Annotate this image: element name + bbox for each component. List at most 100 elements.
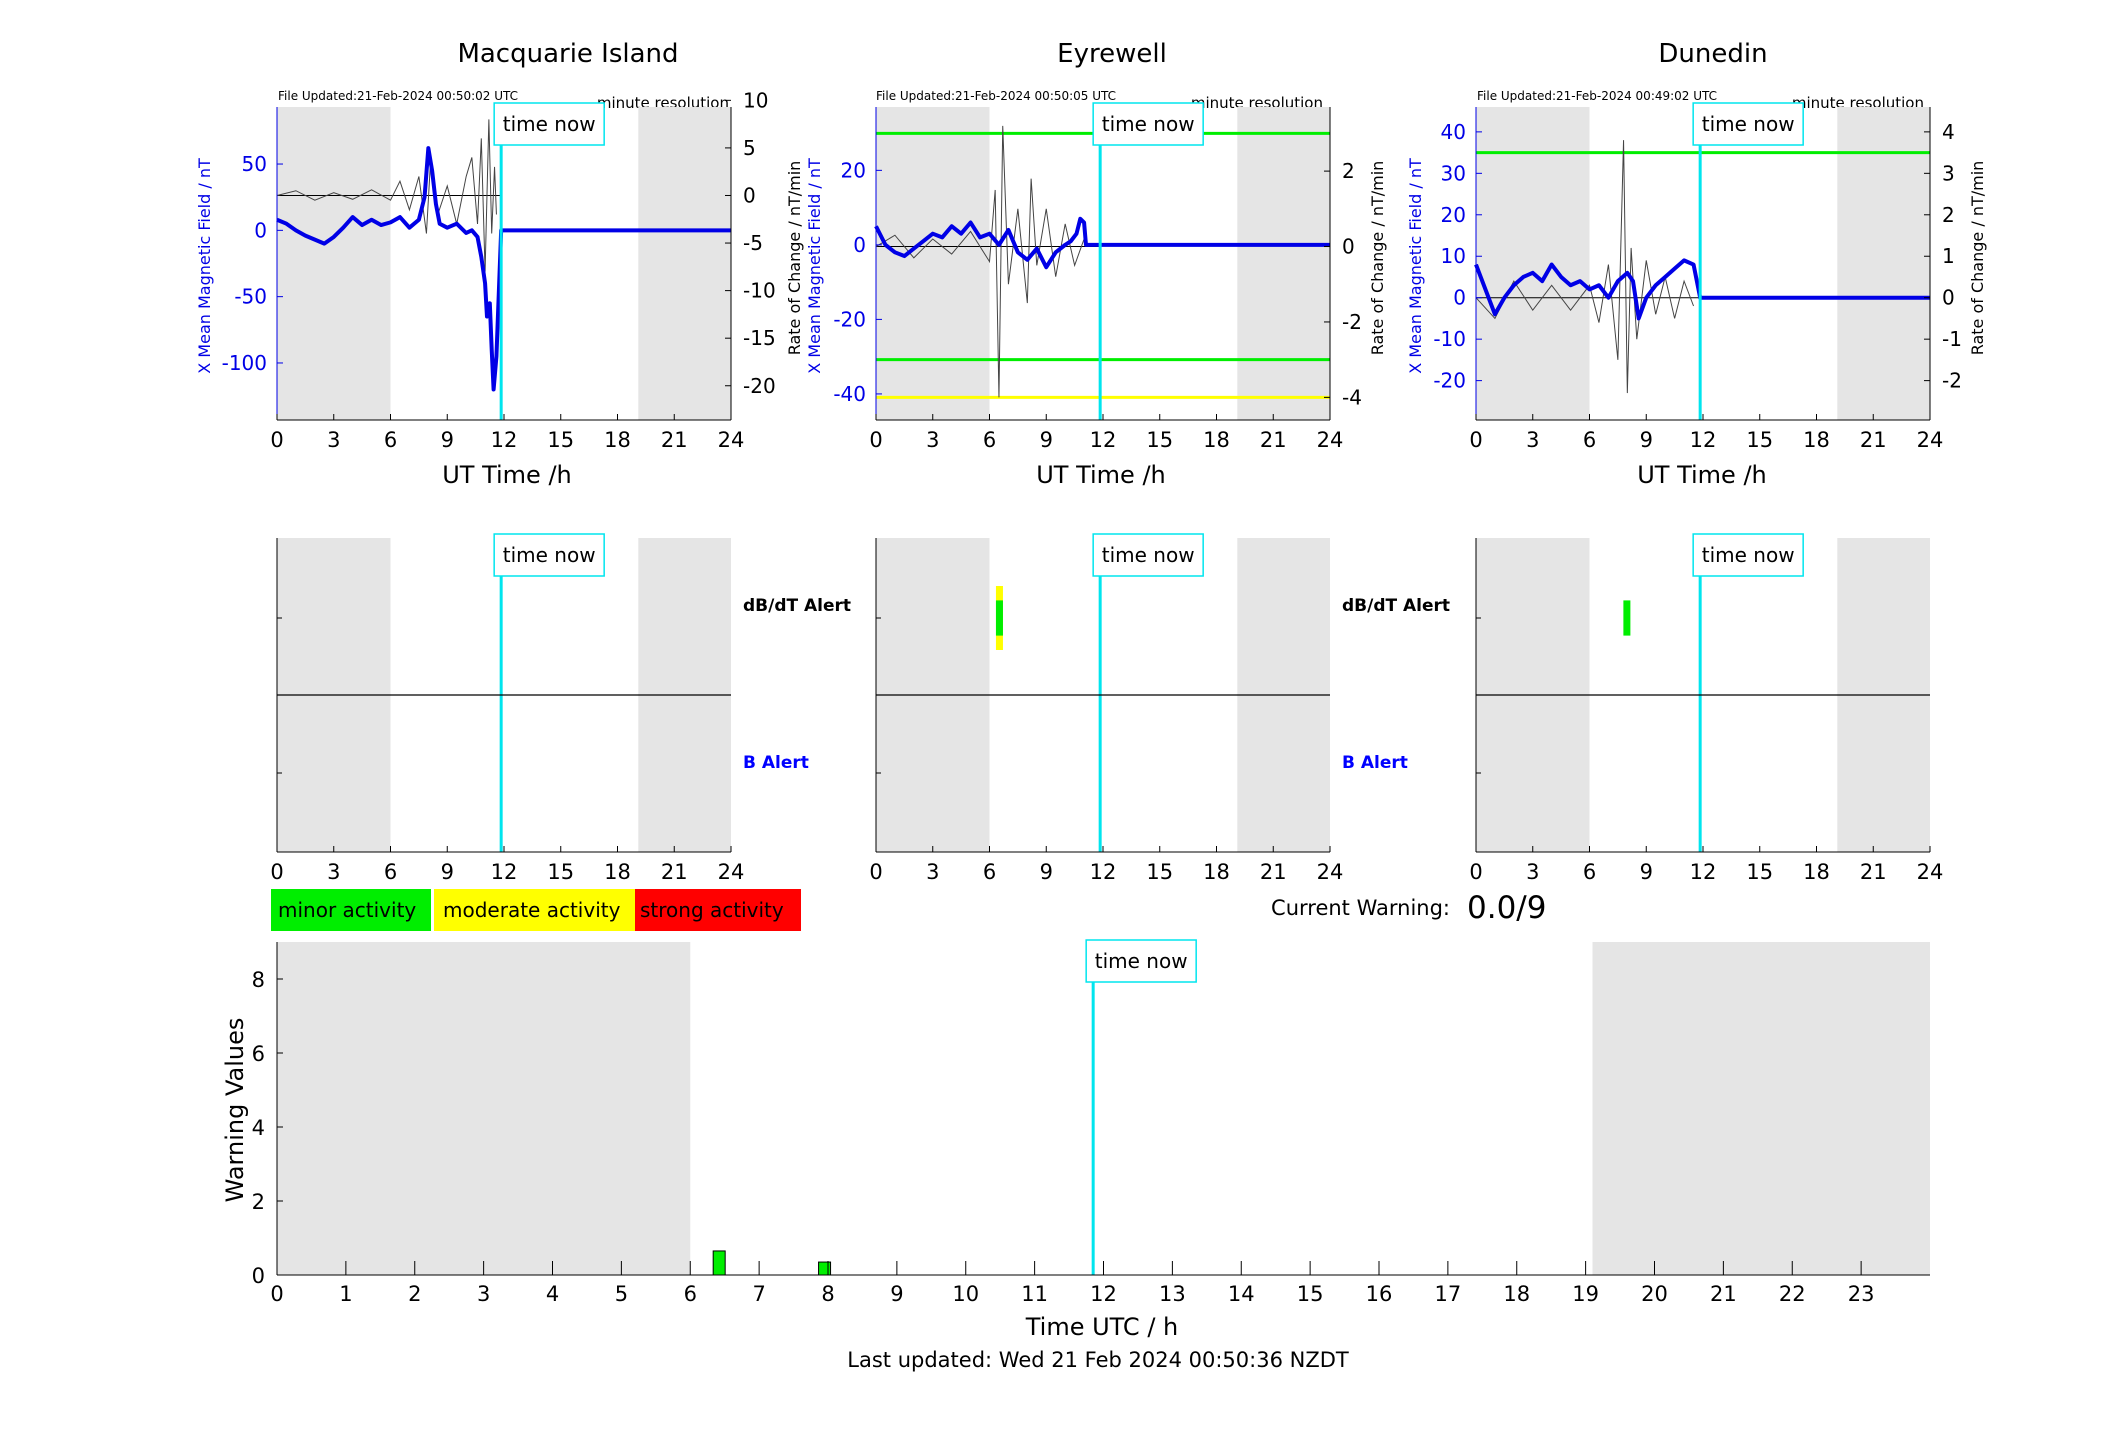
warning-x-axis-label: Time UTC / h	[1025, 1313, 1179, 1341]
x-tick-label: 15	[1146, 860, 1173, 884]
right-y-axis-label: Rate of Change / nT/min	[1368, 161, 1387, 356]
time-now-label: time now	[1702, 543, 1795, 567]
left-y-tick-label: -20	[833, 307, 866, 331]
macquarie-island-chart: Macquarie Island File Updated:21-Feb-202…	[195, 39, 804, 489]
warning-bar	[818, 1261, 832, 1276]
right-y-tick-label: 5	[743, 136, 756, 160]
b-alert-label: B Alert	[743, 753, 809, 773]
x-tick-label: 3	[926, 860, 939, 884]
warning-values-chart: Warning Values Time UTC / h time now 0 2 4 6…	[221, 939, 1930, 1341]
left-y-tick-label: 20	[1441, 203, 1466, 227]
legend-moderate-label: moderate activity	[443, 898, 621, 922]
warning-x-tick-label: 0	[270, 1282, 283, 1306]
time-now-label: time now	[503, 543, 596, 567]
time-now-label: time now	[503, 112, 596, 136]
x-tick-label: 3	[327, 428, 340, 452]
alert-plot-area: time now 0 3 6 9 12 15 18 21 24	[869, 533, 1343, 884]
night-shading	[1592, 942, 1930, 1275]
x-tick-label: 6	[1583, 860, 1596, 884]
eyrewell-chart: Eyrewell File Updated:21-Feb-2024 00:50:…	[805, 39, 1387, 489]
night-shading	[277, 107, 391, 420]
x-tick-label: 24	[718, 860, 745, 884]
warning-x-tick-label: 6	[684, 1282, 697, 1306]
dunedin-chart: Dunedin File Updated:21-Feb-2024 00:49:0…	[1406, 39, 1987, 489]
warning-x-tick-label: 2	[408, 1282, 421, 1306]
x-tick-label: 6	[983, 860, 996, 884]
x-tick-label: 9	[1040, 428, 1053, 452]
chart-title: Macquarie Island	[457, 39, 678, 69]
warning-bar	[712, 1250, 726, 1276]
warning-x-tick-label: 5	[615, 1282, 628, 1306]
warning-x-tick-label: 19	[1572, 1282, 1599, 1306]
left-y-tick-label: 0	[1453, 286, 1466, 310]
dbdt-alert-label: dB/dT Alert	[1342, 596, 1450, 616]
left-y-tick-label: 40	[1441, 120, 1466, 144]
right-y-tick-label: -20	[743, 374, 776, 398]
activity-legend: minor activity moderate activity strong …	[271, 889, 801, 931]
legend-strong: strong activity	[635, 889, 801, 931]
x-tick-label: 21	[1260, 428, 1287, 452]
warning-x-tick-label: 15	[1297, 1282, 1324, 1306]
x-tick-label: 21	[1260, 860, 1287, 884]
left-y-tick-label: 0	[853, 233, 866, 257]
right-y-tick-label: 3	[1942, 161, 1955, 185]
warning-x-tick-label: 18	[1503, 1282, 1530, 1306]
x-tick-label: 9	[441, 860, 454, 884]
right-y-tick-label: -10	[743, 279, 776, 303]
warning-x-tick-label: 8	[821, 1282, 834, 1306]
night-shading	[1837, 107, 1930, 420]
x-tick-label: 0	[869, 428, 882, 452]
left-y-tick-label: 50	[242, 152, 267, 176]
x-tick-label: 24	[1917, 428, 1944, 452]
x-tick-label: 12	[1090, 428, 1117, 452]
alert-marker	[1623, 600, 1631, 636]
rate-of-change-line	[875, 125, 1085, 398]
mean-field-line	[276, 146, 731, 392]
warning-x-tick-label: 3	[477, 1282, 490, 1306]
b-alert-label: B Alert	[1342, 753, 1408, 773]
left-y-tick-label: -40	[833, 382, 866, 406]
x-tick-label: 0	[1469, 428, 1482, 452]
warning-y-axis-label: Warning Values	[221, 1018, 249, 1203]
right-y-tick-label: -5	[743, 231, 763, 255]
x-tick-label: 12	[1690, 428, 1717, 452]
time-now-box	[1692, 533, 1804, 577]
warning-y-tick-label: 6	[252, 1042, 265, 1066]
time-now-box	[1085, 939, 1197, 983]
x-tick-label: 12	[491, 860, 518, 884]
x-tick-label: 9	[441, 428, 454, 452]
x-tick-label: 21	[661, 428, 688, 452]
left-y-tick-label: 30	[1441, 161, 1466, 185]
left-y-tick-label: -10	[1433, 327, 1466, 351]
dunedin-alert-panel: time now 0 3 6 9 12 15 18 21 24	[1469, 533, 1944, 884]
x-tick-label: 24	[1317, 428, 1344, 452]
night-shading	[1476, 107, 1590, 420]
right-y-tick-label: 0	[743, 183, 756, 207]
current-warning-value: 0.0/9	[1467, 890, 1546, 926]
right-y-tick-label: 2	[1342, 159, 1355, 183]
x-tick-label: 0	[1469, 860, 1482, 884]
file-updated-text: File Updated:21-Feb-2024 00:50:02 UTC	[278, 89, 518, 103]
x-tick-label: 6	[384, 860, 397, 884]
warning-x-tick-label: 7	[752, 1282, 765, 1306]
x-axis-label: UT Time /h	[442, 461, 572, 489]
x-axis-label: UT Time /h	[1036, 461, 1166, 489]
x-tick-label: 24	[718, 428, 745, 452]
right-y-tick-label: 4	[1942, 120, 1955, 144]
x-tick-label: 18	[1803, 860, 1830, 884]
x-tick-label: 24	[1917, 860, 1944, 884]
x-tick-label: 12	[1690, 860, 1717, 884]
time-now-box	[493, 533, 605, 577]
time-now-label: time now	[1095, 949, 1188, 973]
mean-field-line	[874, 216, 1330, 270]
time-now-box	[493, 102, 605, 146]
right-y-tick-label: -15	[743, 326, 776, 350]
x-tick-label: 21	[1860, 428, 1887, 452]
x-tick-label: 3	[327, 860, 340, 884]
time-now-box	[1692, 102, 1804, 146]
x-tick-label: 15	[1746, 428, 1773, 452]
x-tick-label: 6	[384, 428, 397, 452]
left-y-axis-label: X Mean Magnetic Field / nT	[1406, 158, 1425, 374]
